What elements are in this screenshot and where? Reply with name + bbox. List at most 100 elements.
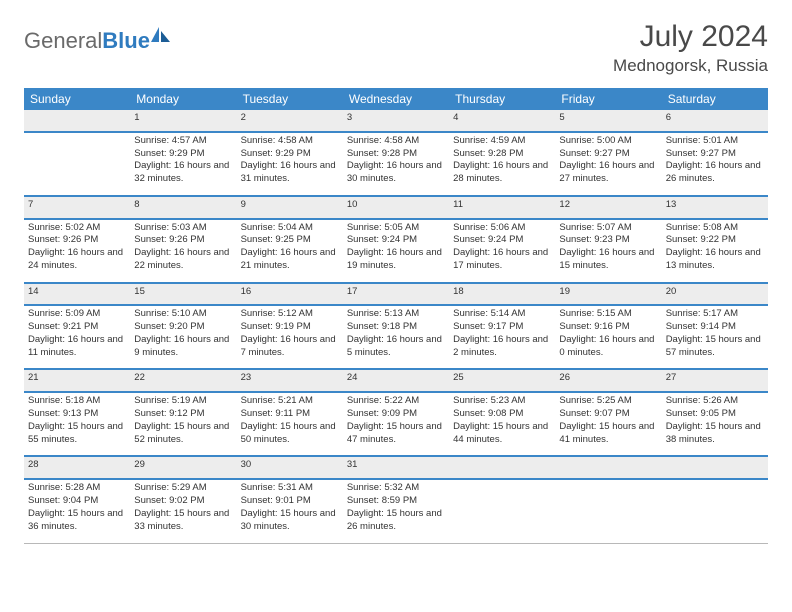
daylight-text: Daylight: 15 hours and 36 minutes. (28, 508, 126, 534)
day-cell (449, 479, 555, 543)
sunset-text: Sunset: 9:26 PM (28, 234, 126, 247)
sunset-text: Sunset: 9:07 PM (559, 408, 657, 421)
day-number: 15 (130, 283, 236, 306)
day-number: 12 (555, 196, 661, 219)
weekday-header: Friday (555, 88, 661, 110)
day-number: 6 (662, 110, 768, 132)
daylight-text: Daylight: 15 hours and 30 minutes. (241, 508, 339, 534)
day-number: 25 (449, 369, 555, 392)
daylight-text: Daylight: 15 hours and 44 minutes. (453, 421, 551, 447)
sunset-text: Sunset: 9:05 PM (666, 408, 764, 421)
daylight-text: Daylight: 15 hours and 33 minutes. (134, 508, 232, 534)
sunrise-text: Sunrise: 5:05 AM (347, 222, 445, 235)
daylight-text: Daylight: 16 hours and 17 minutes. (453, 247, 551, 273)
day-number: 11 (449, 196, 555, 219)
sunset-text: Sunset: 9:17 PM (453, 321, 551, 334)
day-number: 5 (555, 110, 661, 132)
sunset-text: Sunset: 9:27 PM (666, 148, 764, 161)
weekday-header: Wednesday (343, 88, 449, 110)
sunrise-text: Sunrise: 5:25 AM (559, 395, 657, 408)
sunset-text: Sunset: 9:28 PM (347, 148, 445, 161)
sunset-text: Sunset: 9:21 PM (28, 321, 126, 334)
day-number: 2 (237, 110, 343, 132)
sunrise-text: Sunrise: 5:09 AM (28, 308, 126, 321)
daylight-text: Daylight: 15 hours and 50 minutes. (241, 421, 339, 447)
day-cell: Sunrise: 5:12 AMSunset: 9:19 PMDaylight:… (237, 305, 343, 369)
day-cell: Sunrise: 5:28 AMSunset: 9:04 PMDaylight:… (24, 479, 130, 543)
sunrise-text: Sunrise: 5:14 AM (453, 308, 551, 321)
daylight-text: Daylight: 15 hours and 57 minutes. (666, 334, 764, 360)
day-content-row: Sunrise: 5:09 AMSunset: 9:21 PM Daylight:… (24, 305, 768, 369)
day-cell: Sunrise: 5:17 AMSunset: 9:14 PMDaylight:… (662, 305, 768, 369)
daylight-text: Daylight: 16 hours and 13 minutes. (666, 247, 764, 273)
sunrise-text: Sunrise: 5:26 AM (666, 395, 764, 408)
sunrise-text: Sunrise: 5:07 AM (559, 222, 657, 235)
calendar-header: Sunday Monday Tuesday Wednesday Thursday… (24, 88, 768, 110)
day-cell: Sunrise: 5:23 AMSunset: 9:08 PMDaylight:… (449, 392, 555, 456)
day-cell: Sunrise: 5:26 AMSunset: 9:05 PMDaylight:… (662, 392, 768, 456)
sunrise-text: Sunrise: 5:19 AM (134, 395, 232, 408)
sunset-text: Sunset: 9:13 PM (28, 408, 126, 421)
sunrise-text: Sunrise: 5:31 AM (241, 482, 339, 495)
sunset-text: Sunset: 9:16 PM (559, 321, 657, 334)
sunrise-text: Sunrise: 5:04 AM (241, 222, 339, 235)
day-number: 7 (24, 196, 130, 219)
day-content-row: Sunrise: 5:18 AMSunset: 9:13 PMDaylight:… (24, 392, 768, 456)
day-cell: Sunrise: 5:02 AMSunset: 9:26 PMDaylight:… (24, 219, 130, 283)
sunrise-text: Sunrise: 5:01 AM (666, 135, 764, 148)
sunset-text: Sunset: 9:11 PM (241, 408, 339, 421)
sunset-text: Sunset: 9:08 PM (453, 408, 551, 421)
day-number: 27 (662, 369, 768, 392)
sunset-text: Sunset: 9:29 PM (241, 148, 339, 161)
calendar-body: 123456Sunrise: 4:57 AMSunset: 9:29 PMDay… (24, 110, 768, 543)
logo-text-gray: General (24, 28, 102, 53)
day-number-row: 123456 (24, 110, 768, 132)
weekday-header: Saturday (662, 88, 768, 110)
day-number: 29 (130, 456, 236, 479)
day-number: 14 (24, 283, 130, 306)
day-cell: Sunrise: 5:03 AMSunset: 9:26 PMDaylight:… (130, 219, 236, 283)
sunrise-text: Sunrise: 5:32 AM (347, 482, 445, 495)
day-number: 31 (343, 456, 449, 479)
day-content-row: Sunrise: 5:02 AMSunset: 9:26 PMDaylight:… (24, 219, 768, 283)
day-number: 28 (24, 456, 130, 479)
daylight-text: Daylight: 16 hours and 28 minutes. (453, 160, 551, 186)
weekday-header: Sunday (24, 88, 130, 110)
day-number (555, 456, 661, 479)
daylight-text: Daylight: 15 hours and 26 minutes. (347, 508, 445, 534)
sunset-text: Sunset: 9:19 PM (241, 321, 339, 334)
sunrise-text: Sunrise: 5:28 AM (28, 482, 126, 495)
day-number: 18 (449, 283, 555, 306)
day-number-row: 21222324252627 (24, 369, 768, 392)
sail-icon (150, 26, 172, 49)
day-number: 21 (24, 369, 130, 392)
day-cell: Sunrise: 4:58 AMSunset: 9:28 PMDaylight:… (343, 132, 449, 196)
day-cell: Sunrise: 5:05 AMSunset: 9:24 PMDaylight:… (343, 219, 449, 283)
day-number-row: 14151617181920 (24, 283, 768, 306)
day-cell: Sunrise: 5:09 AMSunset: 9:21 PMDaylight:… (24, 305, 130, 369)
day-number (662, 456, 768, 479)
daylight-text: Daylight: 16 hours and 31 minutes. (241, 160, 339, 186)
weekday-header: Thursday (449, 88, 555, 110)
day-number: 4 (449, 110, 555, 132)
day-cell: Sunrise: 5:08 AMSunset: 9:22 PMDaylight:… (662, 219, 768, 283)
day-number: 10 (343, 196, 449, 219)
day-cell: Sunrise: 5:04 AMSunset: 9:25 PMDaylight:… (237, 219, 343, 283)
sunset-text: Sunset: 9:26 PM (134, 234, 232, 247)
daylight-text: Daylight: 15 hours and 55 minutes. (28, 421, 126, 447)
day-cell: Sunrise: 5:31 AMSunset: 9:01 PMDaylight:… (237, 479, 343, 543)
weekday-header: Monday (130, 88, 236, 110)
sunrise-text: Sunrise: 4:57 AM (134, 135, 232, 148)
sunrise-text: Sunrise: 5:18 AM (28, 395, 126, 408)
sunset-text: Sunset: 9:24 PM (453, 234, 551, 247)
daylight-text: Daylight: 15 hours and 52 minutes. (134, 421, 232, 447)
day-number: 13 (662, 196, 768, 219)
daylight-text: Daylight: 15 hours and 38 minutes. (666, 421, 764, 447)
day-cell: Sunrise: 5:15 AMSunset: 9:16 PMDaylight:… (555, 305, 661, 369)
sunset-text: Sunset: 9:04 PM (28, 495, 126, 508)
day-content-row: Sunrise: 5:28 AMSunset: 9:04 PMDaylight:… (24, 479, 768, 543)
sunrise-text: Sunrise: 5:12 AM (241, 308, 339, 321)
sunrise-text: Sunrise: 5:10 AM (134, 308, 232, 321)
day-number: 30 (237, 456, 343, 479)
day-cell: Sunrise: 4:59 AMSunset: 9:28 PMDaylight:… (449, 132, 555, 196)
